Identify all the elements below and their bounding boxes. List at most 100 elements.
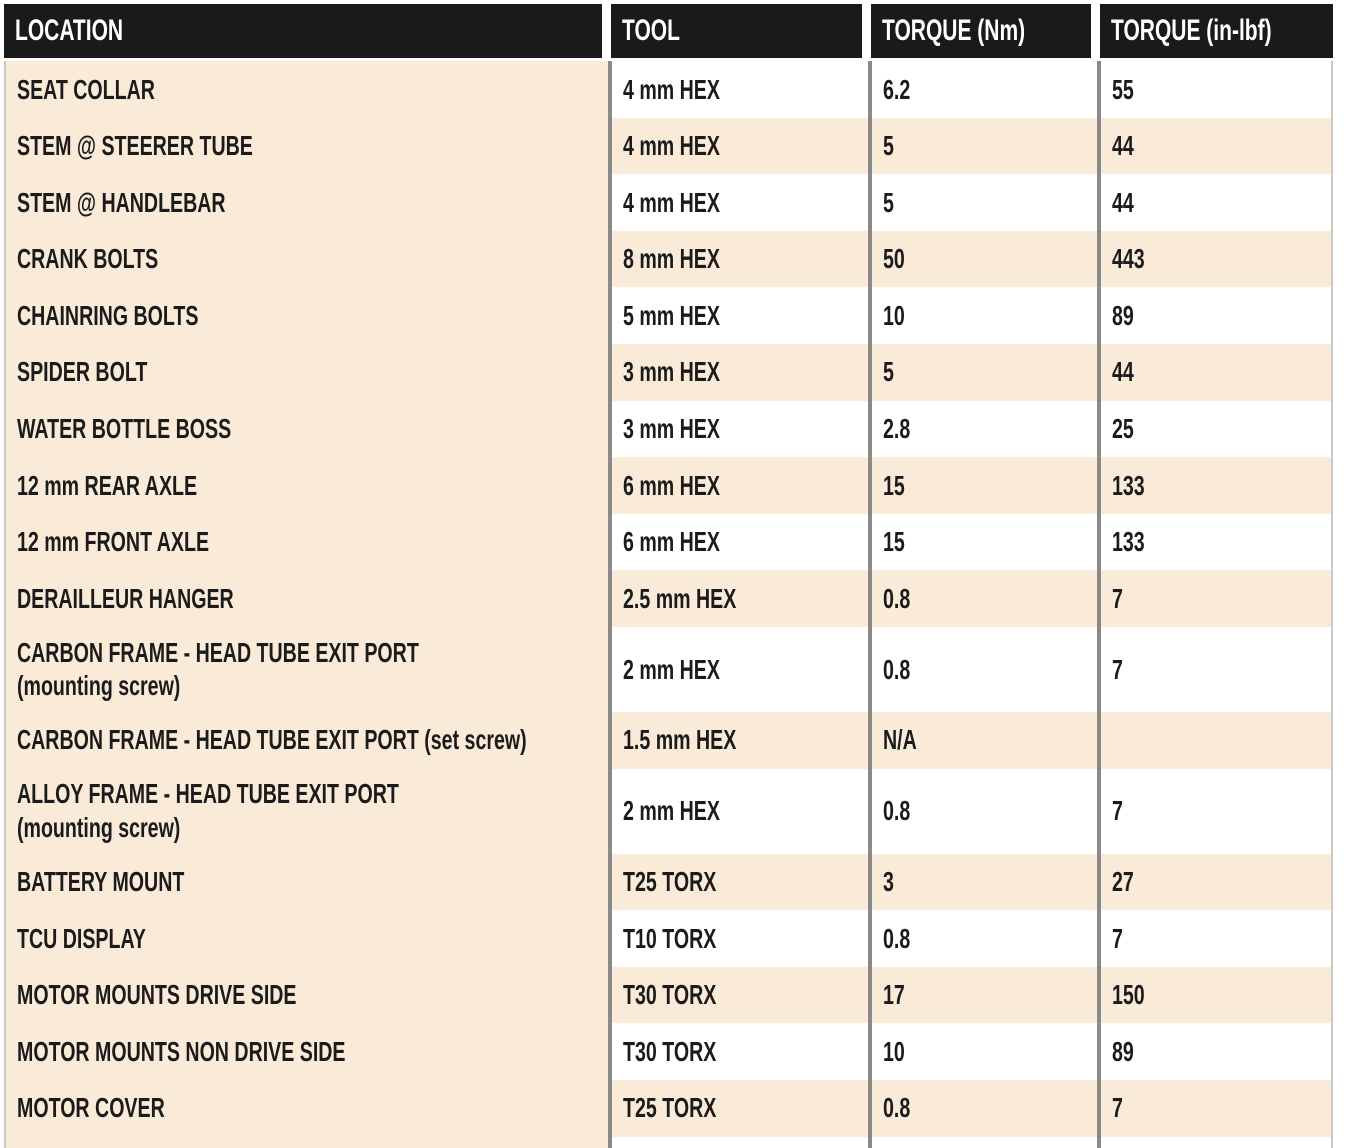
torque-inlbf-text: 44 — [1112, 186, 1134, 218]
tool-text: 4 mm HEX — [623, 186, 720, 218]
tool-text: 3 mm HEX — [623, 413, 720, 445]
cell-torque-inlbf: 44 — [1097, 343, 1333, 401]
tool-text: 6 mm HEX — [623, 469, 720, 501]
cell-torque-nm: 0.8 — [868, 570, 1097, 627]
torque-inlbf-text: 133 — [1112, 526, 1145, 558]
cell-torque-inlbf: 44 — [1097, 174, 1333, 231]
cell-location: MOTOR MOUNTS DRIVE SIDE — [4, 966, 608, 1024]
table-row: MOTOR MOUNTS NON DRIVE SIDE T30 TORX 10 … — [4, 1023, 1333, 1080]
torque-inlbf-text: 150 — [1112, 979, 1145, 1011]
cell-torque-inlbf — [1097, 1136, 1333, 1148]
cell-tool: 6 mm HEX — [608, 457, 868, 514]
torque-nm-text: 50 — [883, 243, 905, 275]
cell-torque-inlbf: 7 — [1097, 910, 1333, 967]
torque-nm-text: 0.8 — [883, 1092, 911, 1124]
cell-location: MOTOR COVER — [4, 1079, 608, 1137]
cell-torque-nm: 2.8 — [868, 400, 1097, 458]
cell-tool: T25 TORX — [608, 853, 868, 911]
tool-text: 3 mm HEX — [623, 356, 720, 388]
cell-torque-nm — [868, 1136, 1097, 1148]
table-row: DERAILLEUR HANGER 2.5 mm HEX 0.8 7 — [4, 570, 1333, 627]
header-torque-inlbf-label: TORQUE (in-lbf) — [1111, 14, 1272, 47]
cell-torque-nm: 0.8 — [868, 768, 1097, 854]
header-torque-inlbf: TORQUE (in-lbf) — [1097, 4, 1333, 61]
cell-location: 12 mm REAR AXLE — [4, 457, 608, 514]
torque-inlbf-text: 25 — [1112, 413, 1134, 445]
torque-nm-text: 15 — [883, 469, 905, 501]
location-text: CHAINRING BOLTS — [17, 299, 199, 331]
table-row: CARBON FRAME - HEAD TUBE EXIT PORT (set … — [4, 711, 1333, 769]
header-tool: TOOL — [608, 4, 868, 61]
torque-inlbf-text: 55 — [1112, 73, 1134, 105]
table-row: CRANK BOLTS 8 mm HEX 50 443 — [4, 230, 1333, 288]
torque-nm-text: 0.8 — [883, 582, 911, 614]
cell-location: WATER BOTTLE BOSS — [4, 400, 608, 458]
cell-torque-inlbf — [1097, 711, 1333, 769]
tool-text: 2 mm HEX — [623, 795, 720, 827]
torque-nm-text: 0.8 — [883, 795, 911, 827]
torque-inlbf-text: 7 — [1112, 795, 1123, 827]
location-text: 12 mm FRONT AXLE — [17, 526, 210, 558]
torque-nm-text: 5 — [883, 130, 894, 162]
cell-tool: 2 mm HEX — [608, 626, 868, 712]
torque-inlbf-text: 7 — [1112, 653, 1123, 685]
cell-location: CARBON FRAME - HEAD TUBE EXIT PORT (moun… — [4, 626, 608, 712]
header-location-label: LOCATION — [15, 14, 124, 47]
location-text: 12 mm REAR AXLE — [17, 469, 198, 501]
tool-text: T25 TORX — [623, 1092, 717, 1124]
cell-tool: 1.5 mm HEX — [608, 711, 868, 769]
cell-location: STEM @ HANDLEBAR — [4, 174, 608, 231]
torque-nm-text: 6.2 — [883, 73, 911, 105]
torque-inlbf-text: 27 — [1112, 866, 1134, 898]
torque-nm-text: 0.8 — [883, 922, 911, 954]
location-text: MOTOR MOUNTS DRIVE SIDE — [17, 979, 297, 1011]
table-header-row: LOCATION TOOL TORQUE (Nm) TORQUE (in-lbf… — [4, 4, 1333, 61]
cell-torque-nm: 50 — [868, 230, 1097, 288]
location-text: STEM @ STEERER TUBE — [17, 130, 253, 162]
cell-tool: T30 TORX — [608, 966, 868, 1024]
table-row: WATER BOTTLE BOSS 3 mm HEX 2.8 25 — [4, 400, 1333, 458]
tool-text: 2.5 mm HEX — [623, 582, 737, 614]
cell-torque-inlbf: 7 — [1097, 768, 1333, 854]
torque-inlbf-text: 133 — [1112, 469, 1145, 501]
cell-location: SPIDER BOLT — [4, 343, 608, 401]
cell-location: CHAINRING BOLTS — [4, 287, 608, 344]
location-text: SPIDER BOLT — [17, 356, 148, 388]
torque-nm-text: 5 — [883, 356, 894, 388]
table-row: 12 mm REAR AXLE 6 mm HEX 15 133 — [4, 457, 1333, 514]
header-torque-nm-label: TORQUE (Nm) — [882, 14, 1026, 47]
cell-location: 12 mm FRONT AXLE — [4, 513, 608, 571]
cell-torque-inlbf: 133 — [1097, 457, 1333, 514]
cell-torque-nm: 17 — [868, 966, 1097, 1024]
cell-tool: 4 mm HEX — [608, 174, 868, 231]
torque-inlbf-text: 89 — [1112, 299, 1134, 331]
cell-torque-inlbf: 89 — [1097, 287, 1333, 344]
tool-text: 2 mm HEX — [623, 653, 720, 685]
cell-location: CARBON FRAME - HEAD TUBE EXIT PORT (set … — [4, 711, 608, 769]
tool-text: 1.5 mm HEX — [623, 724, 737, 756]
table-row: MOTOR COVER T25 TORX 0.8 7 — [4, 1079, 1333, 1137]
cell-location: TCU DISPLAY — [4, 910, 608, 967]
cell-torque-inlbf: 7 — [1097, 626, 1333, 712]
table-row: STEM @ HANDLEBAR 4 mm HEX 5 44 — [4, 174, 1333, 231]
table-row-clipped — [4, 1136, 1333, 1148]
cell-tool: T30 TORX — [608, 1023, 868, 1080]
tool-text: 6 mm HEX — [623, 526, 720, 558]
torque-inlbf-text: 7 — [1112, 582, 1123, 614]
table-row: SPIDER BOLT 3 mm HEX 5 44 — [4, 343, 1333, 401]
table-row: ALLOY FRAME - HEAD TUBE EXIT PORT (mount… — [4, 768, 1333, 854]
table-row: SEAT COLLAR 4 mm HEX 6.2 55 — [4, 61, 1333, 118]
cell-location: BATTERY MOUNT — [4, 853, 608, 911]
cell-torque-nm: 0.8 — [868, 626, 1097, 712]
cell-tool: 3 mm HEX — [608, 343, 868, 401]
header-torque-nm: TORQUE (Nm) — [868, 4, 1097, 61]
header-tool-label: TOOL — [622, 14, 680, 47]
cell-location: CRANK BOLTS — [4, 230, 608, 288]
cell-torque-inlbf: 150 — [1097, 966, 1333, 1024]
cell-torque-inlbf: 133 — [1097, 513, 1333, 571]
cell-tool: 3 mm HEX — [608, 400, 868, 458]
cell-torque-nm: 10 — [868, 287, 1097, 344]
table-row: TCU DISPLAY T10 TORX 0.8 7 — [4, 910, 1333, 967]
cell-torque-nm: 0.8 — [868, 910, 1097, 967]
